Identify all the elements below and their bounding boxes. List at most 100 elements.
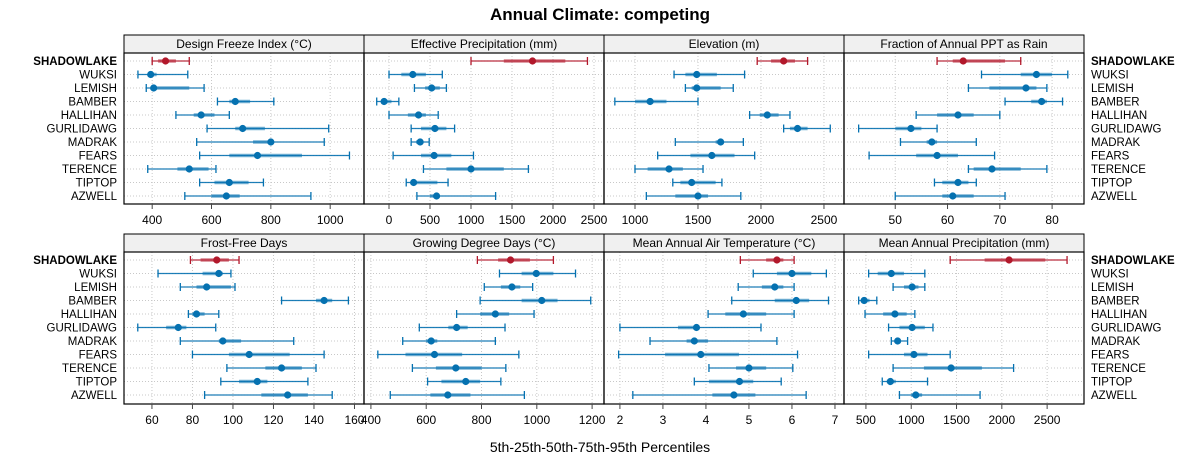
median-point: [444, 391, 452, 399]
median-point: [245, 350, 253, 359]
median-point: [380, 97, 388, 106]
category-label-left: GURLIDAWG: [47, 124, 118, 136]
median-point: [462, 377, 470, 386]
median-point: [215, 269, 223, 278]
median-point: [959, 57, 967, 65]
median-point: [192, 310, 201, 318]
median-point: [410, 178, 418, 187]
x-tick-label: 1000: [317, 213, 344, 227]
panel-title: Design Freeze Index (°C): [176, 37, 312, 51]
median-point: [430, 350, 439, 359]
median-point: [780, 57, 788, 65]
category-label-left: TERENCE: [62, 164, 117, 176]
x-tick-label: 1500: [685, 213, 712, 227]
median-point: [730, 391, 738, 399]
median-point: [692, 323, 701, 332]
x-tick-label: 160: [344, 413, 364, 427]
category-label-right: AZWELL: [1091, 390, 1138, 402]
median-point: [773, 256, 781, 264]
median-point: [793, 124, 802, 133]
median-point: [1005, 256, 1013, 264]
category-label-left: MADRAK: [68, 137, 118, 149]
category-label-right: FEARS: [1091, 151, 1130, 163]
median-point: [690, 337, 698, 345]
category-label-right: WUKSI: [1091, 269, 1129, 281]
category-label-right: HALLIHAN: [1091, 309, 1147, 321]
category-label-left: AZWELL: [71, 191, 118, 203]
median-point: [506, 256, 515, 264]
x-tick-label: 6: [789, 413, 796, 427]
median-point: [665, 165, 673, 173]
median-point: [267, 138, 275, 146]
median-point: [432, 192, 441, 200]
x-axis-label: 5th-25th-50th-75th-95th Percentiles: [489, 439, 711, 455]
median-point: [694, 192, 702, 200]
x-tick-label: 400: [142, 213, 162, 227]
x-tick-label: 600: [201, 213, 221, 227]
median-point: [231, 97, 239, 106]
median-point: [277, 364, 286, 372]
panel-title: Mean Annual Air Temperature (°C): [633, 236, 816, 250]
median-point: [147, 70, 155, 79]
category-label-left: LEMISH: [74, 282, 117, 294]
category-label-right: MADRAK: [1091, 137, 1141, 149]
median-point: [693, 70, 701, 79]
x-tick-label: 500: [856, 413, 876, 427]
x-tick-label: 1000: [458, 213, 485, 227]
median-point: [1022, 84, 1030, 92]
median-point: [954, 178, 962, 187]
median-point: [693, 84, 701, 92]
x-tick-label: 2500: [811, 213, 838, 227]
category-label-right: GURLIDAWG: [1091, 124, 1162, 136]
category-label-left: FEARS: [79, 350, 118, 362]
category-label-left: SHADOWLAKE: [33, 56, 117, 68]
x-tick-label: 60: [941, 213, 955, 227]
median-point: [792, 296, 800, 305]
category-label-right: GURLIDAWG: [1091, 323, 1162, 335]
median-point: [735, 377, 744, 386]
median-point: [532, 269, 540, 278]
category-label-right: SHADOWLAKE: [1091, 56, 1175, 68]
x-tick-label: 1000: [622, 213, 649, 227]
panel-title: Effective Precipitation (mm): [411, 37, 558, 51]
median-point: [894, 337, 902, 345]
median-point: [431, 124, 439, 133]
panel-title: Elevation (m): [689, 37, 760, 51]
median-point: [739, 310, 747, 318]
median-point: [428, 84, 436, 92]
median-point: [161, 57, 170, 65]
median-point: [174, 323, 182, 332]
x-tick-label: 60: [145, 413, 159, 427]
median-point: [891, 310, 899, 318]
chart-title: Annual Climate: competing: [489, 5, 711, 24]
median-point: [225, 178, 233, 187]
panel-title: Mean Annual Precipitation (mm): [879, 236, 1050, 250]
median-point: [688, 178, 696, 187]
category-label-left: FEARS: [79, 151, 118, 163]
median-point: [907, 124, 915, 133]
median-point: [771, 283, 779, 291]
category-label-right: TERENCE: [1091, 363, 1146, 375]
category-label-left: HALLIHAN: [61, 110, 117, 122]
x-tick-label: 600: [416, 413, 436, 427]
category-label-right: LEMISH: [1091, 83, 1134, 95]
category-label-left: HALLIHAN: [61, 309, 117, 321]
x-tick-label: 0: [386, 213, 393, 227]
category-label-left: AZWELL: [71, 390, 118, 402]
median-point: [908, 283, 916, 291]
category-label-left: BAMBER: [68, 97, 117, 109]
median-point: [954, 111, 962, 119]
median-point: [320, 296, 328, 305]
median-point: [910, 350, 918, 359]
x-tick-label: 4: [703, 413, 710, 427]
x-tick-label: 500: [420, 213, 440, 227]
x-tick-label: 1000: [523, 413, 550, 427]
panel-frame: [843, 52, 1085, 205]
median-point: [491, 310, 499, 318]
median-point: [213, 256, 221, 264]
median-point: [708, 151, 716, 160]
median-point: [414, 111, 423, 119]
x-tick-label: 800: [261, 213, 281, 227]
median-point: [239, 124, 247, 133]
